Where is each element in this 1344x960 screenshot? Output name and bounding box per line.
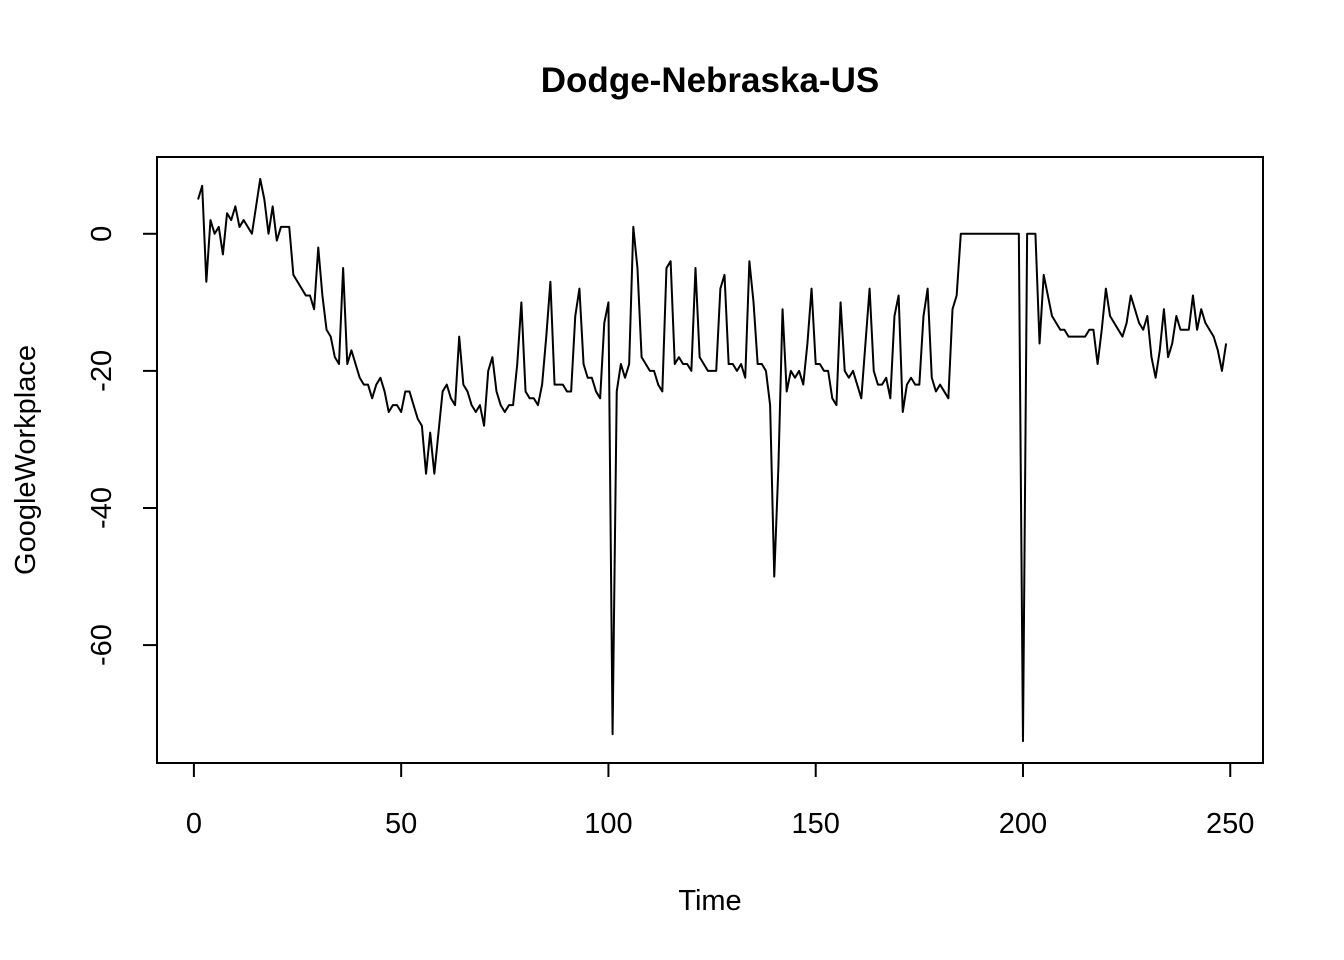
x-tick-label: 200 <box>999 808 1047 840</box>
y-tick-label: -40 <box>86 487 118 529</box>
y-tick-label: -60 <box>86 624 118 666</box>
x-tick-label: 100 <box>584 808 632 840</box>
y-tick-label: -20 <box>86 350 118 392</box>
x-tick-label: 0 <box>186 808 202 840</box>
series-line <box>197 177 1228 743</box>
x-tick-label: 150 <box>792 808 840 840</box>
y-tick-label: 0 <box>86 226 118 242</box>
x-axis-label: Time <box>678 885 741 917</box>
x-axis: 0 50 100 150 200 250 <box>186 762 1254 840</box>
chart-title: Dodge-Nebraska-US <box>541 61 879 100</box>
y-axis: 0 -20 -40 -60 <box>86 226 158 666</box>
y-axis-label: GoogleWorkplace <box>10 345 42 575</box>
plot-frame <box>156 156 1264 764</box>
x-tick-label: 250 <box>1206 808 1254 840</box>
x-tick-label: 50 <box>385 808 417 840</box>
series-layer <box>197 177 1228 743</box>
